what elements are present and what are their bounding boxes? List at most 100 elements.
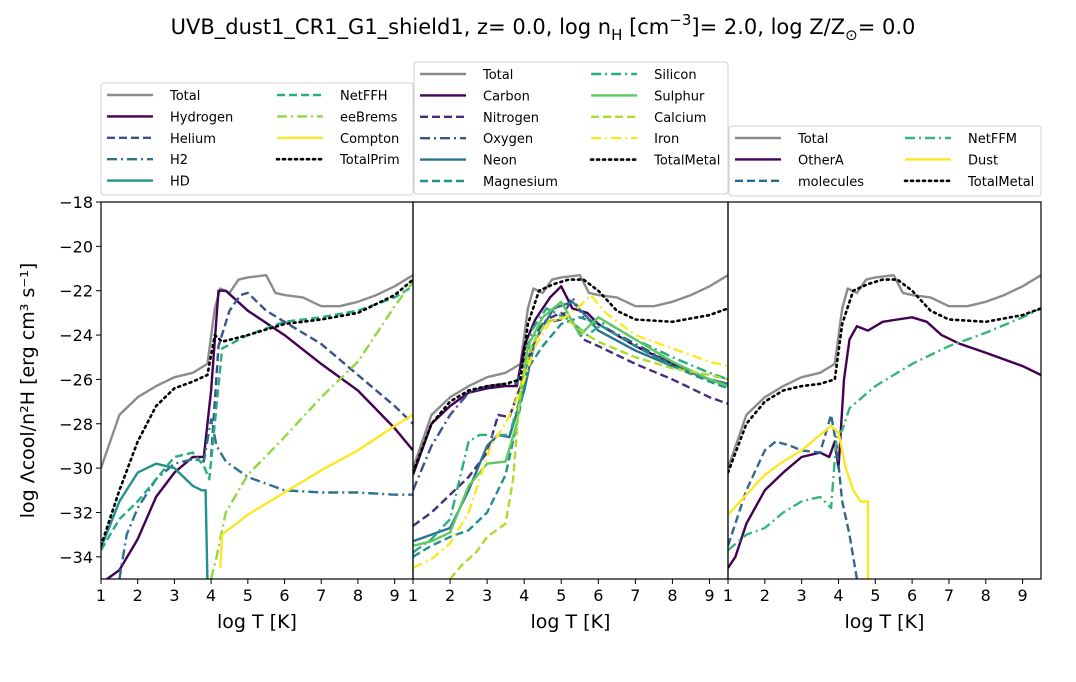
legend-label-hydrogen: Hydrogen: [170, 110, 233, 125]
legend-label-totalmetal: TotalMetal: [653, 154, 720, 169]
series-group: [101, 274, 413, 579]
series-line-calcium: [449, 316, 728, 579]
x-tick-label: 5: [870, 586, 880, 605]
x-tick-label: 1: [408, 586, 418, 605]
x-tick-label: 9: [1017, 586, 1027, 605]
series-line-compton: [219, 413, 413, 568]
series-line-netffm: [728, 307, 1041, 552]
legend-label-eebrems: eeBrems: [340, 110, 398, 125]
x-tick-label: 8: [667, 586, 677, 605]
x-tick-label: 2: [760, 586, 770, 605]
x-tick-label: 9: [704, 586, 714, 605]
legend-label-totalprim: TotalPrim: [339, 153, 400, 168]
figure-title: UVB_dust1_CR1_G1_shield1, z= 0.0, log nH…: [171, 11, 916, 44]
legend-label-molecules: molecules: [798, 175, 864, 190]
legend-label-carbon: Carbon: [483, 89, 530, 104]
y-tick-label: −26: [59, 370, 93, 389]
y-tick-label: −32: [59, 503, 93, 522]
series-line-total: [413, 274, 728, 469]
series-line-totalmetal: [728, 278, 1041, 474]
x-tick-label: 2: [133, 586, 143, 605]
legend-label-iron: Iron: [654, 132, 679, 147]
legend-label-total: Total: [797, 132, 828, 147]
legend-label-h2: H2: [170, 153, 188, 168]
series-line-dust: [728, 424, 870, 579]
x-tick-label: 7: [316, 586, 326, 605]
legend-frame: [100, 82, 414, 196]
series-line-netffh: [101, 285, 413, 551]
x-tick-label: 3: [482, 586, 492, 605]
legend-label-helium: Helium: [170, 132, 216, 147]
series-line-silicon: [413, 307, 728, 554]
legend: Total Hydrogen Helium H2 HD NetFFH eeBrems Comp…: [100, 82, 414, 196]
series-line-othera: [728, 316, 1041, 569]
x-tick-label: 4: [833, 586, 843, 605]
legend-label-dust: Dust: [968, 153, 998, 168]
legend: Total OtherA molecules NetFFM Dust TotalMetal: [728, 125, 1042, 197]
legend-label-calcium: Calcium: [654, 111, 706, 126]
series-line-eebrems: [209, 281, 413, 579]
series-line-sulphur: [413, 300, 728, 547]
y-axis-label: log Λcool/n²H [erg cm³ s⁻¹]: [17, 263, 39, 519]
legend-label-magnesium: Magnesium: [483, 175, 558, 190]
series-line-hd: [101, 462, 209, 579]
legend-label-sulphur: Sulphur: [654, 89, 705, 104]
legend-label-totalmetal: TotalMetal: [967, 175, 1034, 190]
legend-label-compton: Compton: [340, 132, 399, 147]
y-tick-label: −30: [59, 459, 93, 478]
y-tick-label: −18: [59, 193, 93, 212]
y-tick-label: −34: [59, 548, 93, 567]
legend-frame: [728, 125, 1042, 197]
series-group: [413, 274, 728, 579]
x-tick-label: 8: [981, 586, 991, 605]
x-tick-label: 7: [944, 586, 954, 605]
series-line-nitrogen: [413, 311, 728, 527]
x-axis-label: log T [K]: [217, 611, 297, 633]
series-line-totalprim: [101, 278, 413, 547]
x-tick-label: 6: [279, 586, 289, 605]
series-line-helium: [209, 291, 413, 458]
series-line-iron: [413, 293, 728, 569]
y-tick-label: −24: [59, 326, 93, 345]
legend-label-othera: OtherA: [798, 153, 844, 168]
x-tick-label: 6: [593, 586, 603, 605]
panel-primordial: 1 2 3 4 5 6 7 8 9 log T [K] −18 −20 −22 −24 −26 −28 −30 −…: [17, 82, 414, 633]
legend: Total Carbon Nitrogen Oxygen Neon Magnesium Si…: [413, 61, 729, 195]
legend-label-oxygen: Oxygen: [483, 132, 533, 147]
legend-label-netffh: NetFFH: [340, 89, 388, 104]
series-line-oxygen: [413, 296, 728, 491]
x-tick-label: 8: [353, 586, 363, 605]
x-tick-label: 3: [797, 586, 807, 605]
x-tick-label: 5: [243, 586, 253, 605]
x-tick-label: 4: [206, 586, 216, 605]
series-line-molecules: [728, 413, 859, 579]
series-line-total: [101, 274, 413, 469]
y-tick-label: −22: [59, 282, 93, 301]
legend-label-silicon: Silicon: [654, 68, 696, 83]
legend-label-hd: HD: [170, 175, 190, 190]
series-line-totalmetal: [413, 278, 728, 474]
series-line-hydrogen: [105, 289, 413, 579]
panel-other: 1 2 3 4 5 6 7 8 9 log T [K] Total OtherA molecules Ne…: [723, 125, 1042, 633]
x-axis-label: log T [K]: [531, 611, 611, 633]
x-tick-label: 7: [630, 586, 640, 605]
x-tick-label: 5: [556, 586, 566, 605]
legend-label-total: Total: [482, 68, 513, 83]
x-tick-label: 3: [169, 586, 179, 605]
legend-label-nitrogen: Nitrogen: [483, 111, 539, 126]
legend-frame: [413, 61, 729, 195]
legend-label-neon: Neon: [483, 154, 517, 169]
x-tick-label: 4: [519, 586, 529, 605]
panel-metals: 1 2 3 4 5 6 7 8 9 log T [K] Total Carbon Nitrogen Oxy…: [408, 61, 729, 633]
y-tick-label: −20: [59, 237, 93, 256]
series-line-total: [728, 274, 1041, 469]
x-tick-label: 1: [96, 586, 106, 605]
plot-frame: [727, 201, 1042, 580]
legend-label-total: Total: [169, 89, 200, 104]
series-group: [728, 274, 1041, 579]
x-tick-label: 1: [723, 586, 733, 605]
series-line-magnesium: [413, 316, 728, 558]
series-line-carbon: [413, 285, 728, 476]
legend-label-netffm: NetFFM: [968, 132, 1017, 147]
